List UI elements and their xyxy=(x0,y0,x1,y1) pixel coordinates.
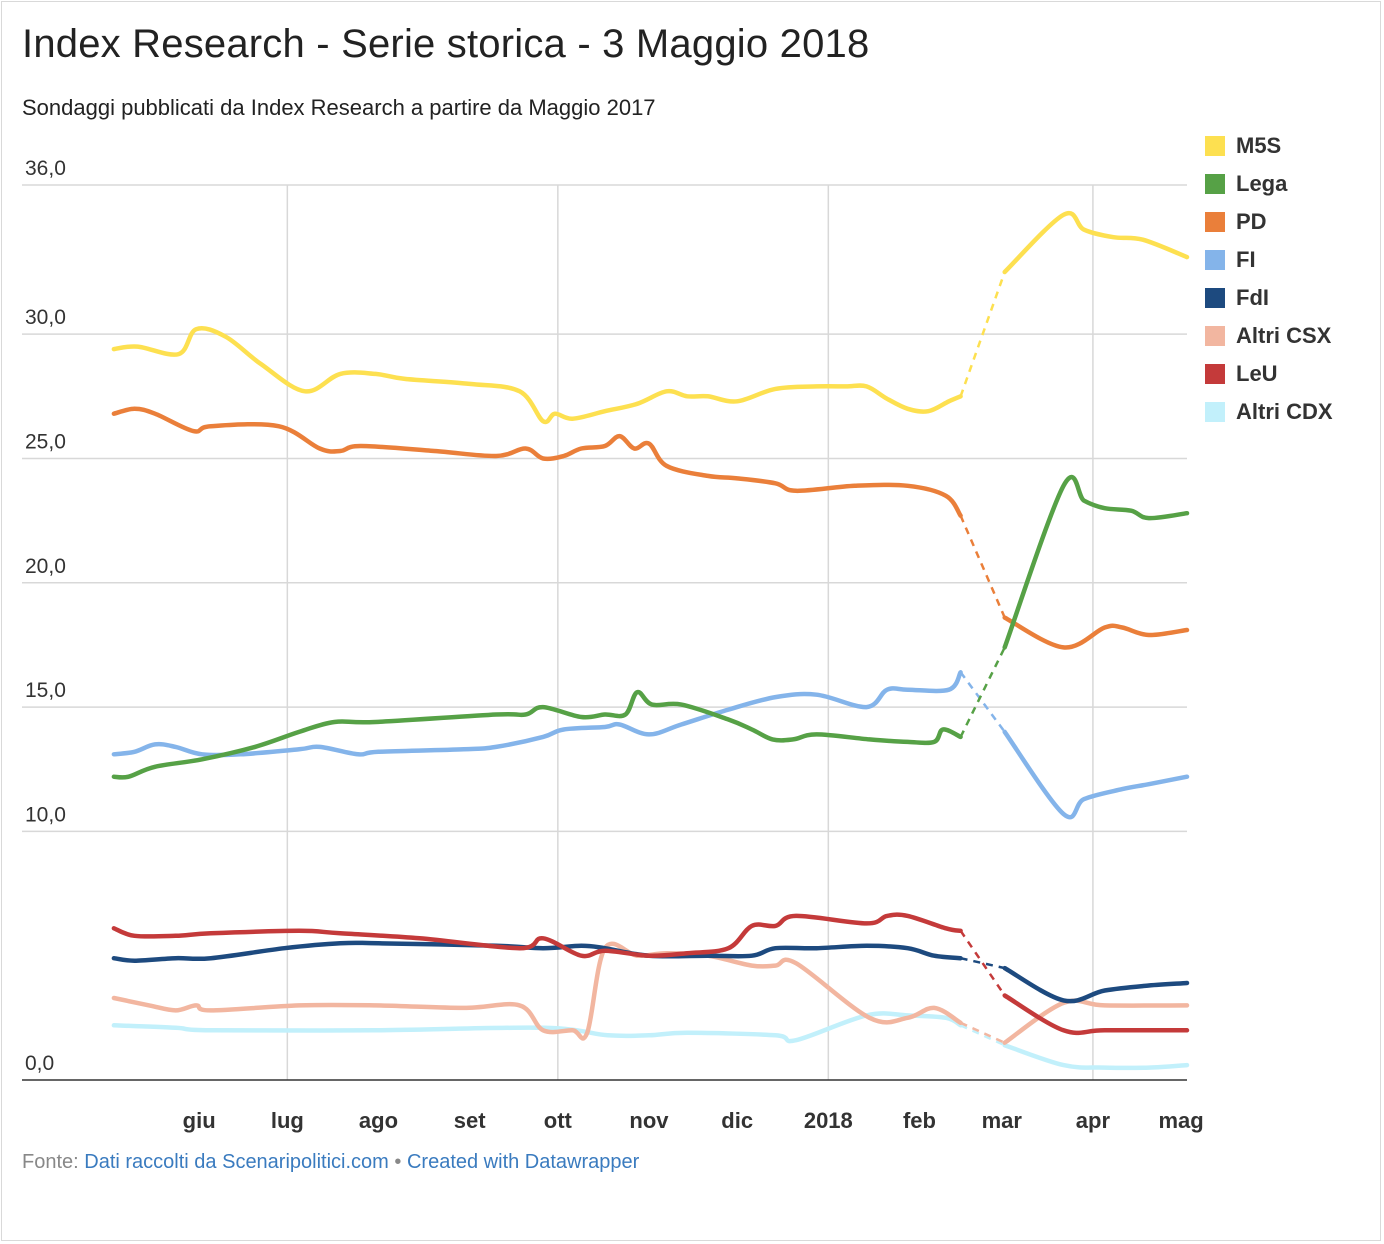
series-gap-dashed xyxy=(960,1021,1006,1044)
series-line xyxy=(111,689,963,780)
x-tick-label: set xyxy=(454,1108,486,1133)
legend-swatch xyxy=(1205,136,1225,156)
series-line xyxy=(111,941,963,1041)
footer-prefix: Fonte: xyxy=(22,1151,79,1173)
x-tick-label: mag xyxy=(1158,1108,1203,1133)
x-axis-ticks: giu lug ago set ott nov dic 2018 feb mar apr mag xyxy=(183,1108,1204,1133)
y-tick-label: 20,0 xyxy=(25,555,66,578)
y-tick-label: 15,0 xyxy=(25,679,66,702)
series-line xyxy=(1002,474,1190,650)
series-line xyxy=(111,1011,963,1044)
series-gap-dashed xyxy=(959,646,1006,738)
y-tick-label: 0,0 xyxy=(25,1052,54,1075)
footer-separator: • xyxy=(394,1151,402,1173)
legend-item: LeU xyxy=(1205,355,1333,393)
y-tick-label: 25,0 xyxy=(25,430,66,453)
datawrapper-link[interactable]: Created with Datawrapper xyxy=(406,1151,640,1173)
legend-item: Altri CSX xyxy=(1205,317,1333,355)
gridlines xyxy=(22,184,1187,1080)
legend-label: Altri CSX xyxy=(1236,323,1332,348)
x-tick-label: lug xyxy=(271,1108,304,1133)
y-tick-label: 36,0 xyxy=(25,157,66,180)
legend-label: M5S xyxy=(1236,133,1282,158)
legend-swatch xyxy=(1205,212,1225,232)
legend-swatch xyxy=(1205,174,1225,194)
legend-label: LeU xyxy=(1236,361,1278,386)
series-line xyxy=(1002,210,1190,275)
series-line xyxy=(1002,1042,1190,1071)
legend-item: FI xyxy=(1205,241,1333,279)
legend-swatch xyxy=(1205,250,1225,270)
y-tick-label: 30,0 xyxy=(25,306,66,329)
legend-item: Lega xyxy=(1205,165,1333,203)
x-tick-label: mar xyxy=(982,1108,1023,1133)
legend-swatch xyxy=(1205,288,1225,308)
series-line xyxy=(111,912,963,959)
series-line xyxy=(111,670,963,758)
x-tick-label: dic xyxy=(721,1108,753,1133)
series-line xyxy=(1002,998,1190,1045)
x-tick-label: nov xyxy=(629,1108,669,1133)
series-pd xyxy=(111,406,1190,650)
series-line xyxy=(111,940,963,963)
series-fdi xyxy=(111,940,1190,1004)
legend-label: Altri CDX xyxy=(1236,399,1333,424)
series-leu xyxy=(111,912,1190,1036)
series-line xyxy=(111,326,963,425)
legend: M5S Lega PD FI FdI Altri CSX LeU Altri CDX xyxy=(1205,127,1333,431)
series-gap-dashed xyxy=(959,271,1006,397)
source-link[interactable]: Dati raccolti da Scenaripolitici.com xyxy=(84,1151,389,1173)
series-line xyxy=(1002,993,1190,1036)
chart-title: Index Research - Serie storica - 3 Maggi… xyxy=(22,22,870,66)
x-tick-label: feb xyxy=(903,1108,936,1133)
series-line xyxy=(1002,965,1190,1004)
footer: Fonte: Dati raccolti da Scenaripolitici.… xyxy=(22,1151,639,1174)
x-tick-label: ott xyxy=(544,1108,573,1133)
series-altri-csx xyxy=(111,941,1190,1045)
chart-subtitle: Sondaggi pubblicati da Index Research a … xyxy=(22,95,656,120)
legend-label: FI xyxy=(1236,247,1256,272)
series-lines xyxy=(111,210,1190,1071)
x-tick-label: apr xyxy=(1076,1108,1111,1133)
series-lega xyxy=(111,474,1190,780)
legend-label: PD xyxy=(1236,209,1267,234)
x-tick-label: 2018 xyxy=(804,1108,853,1133)
legend-item: Altri CDX xyxy=(1205,393,1333,431)
series-line xyxy=(111,406,963,518)
legend-label: FdI xyxy=(1236,285,1269,310)
x-tick-label: ago xyxy=(359,1108,398,1133)
series-m5s xyxy=(111,210,1190,425)
series-gap-dashed xyxy=(959,515,1006,619)
legend-swatch xyxy=(1205,326,1225,346)
legend-label: Lega xyxy=(1236,171,1288,196)
series-line xyxy=(1002,729,1190,820)
x-tick-label: giu xyxy=(183,1108,216,1133)
legend-item: M5S xyxy=(1205,127,1333,165)
series-fi xyxy=(111,670,1190,820)
legend-item: FdI xyxy=(1205,279,1333,317)
y-axis-ticks: 0,0 10,0 15,0 20,0 25,0 30,0 36,0 xyxy=(25,157,66,1075)
series-line xyxy=(1002,615,1190,650)
legend-item: PD xyxy=(1205,203,1333,241)
series-gap-dashed xyxy=(960,1024,1006,1047)
series-gap-dashed xyxy=(959,930,1006,997)
y-tick-label: 10,0 xyxy=(25,803,66,826)
legend-swatch xyxy=(1205,364,1225,384)
series-altri-cdx xyxy=(111,1011,1190,1071)
legend-swatch xyxy=(1205,402,1225,422)
